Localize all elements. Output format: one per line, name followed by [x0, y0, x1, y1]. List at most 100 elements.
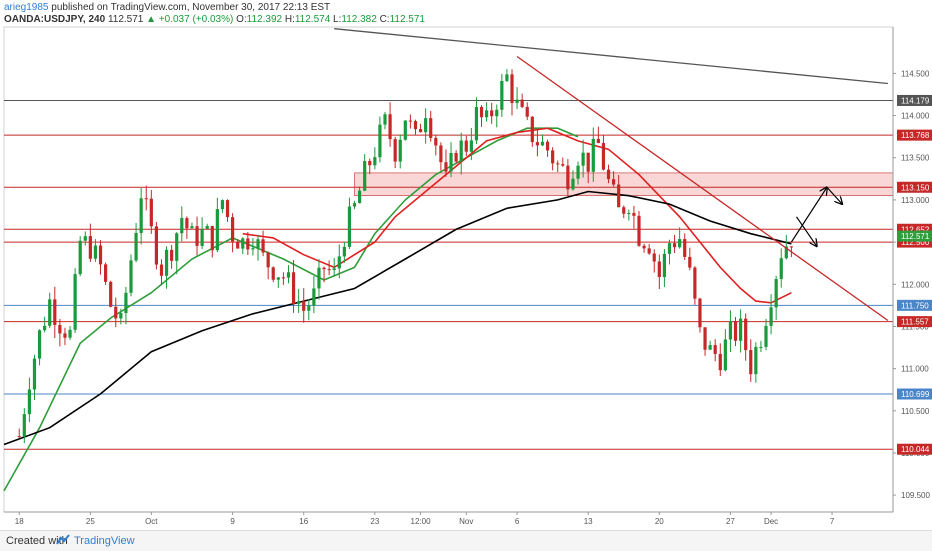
- candle-body: [464, 140, 468, 152]
- price-tick-label: 114.000: [901, 112, 930, 121]
- candle-body: [352, 203, 357, 207]
- candle-body: [48, 299, 52, 326]
- candle-body: [73, 274, 77, 330]
- candle-body: [459, 140, 463, 162]
- price-tick-label: 114.500: [901, 69, 930, 78]
- candle-body: [363, 161, 367, 191]
- plot-frame: [3, 26, 894, 513]
- trendlines[interactable]: [334, 28, 889, 322]
- candle-body: [723, 339, 727, 371]
- candle-body: [93, 245, 98, 259]
- ma-line: [3, 190, 792, 446]
- candle-body: [693, 267, 697, 299]
- candle-body: [662, 253, 666, 278]
- projection-arrows[interactable]: [790, 186, 842, 247]
- level-badge: [897, 236, 932, 248]
- candle-body: [200, 228, 204, 246]
- tradingview-logo-icon: [56, 534, 70, 545]
- candle-body: [378, 124, 382, 158]
- candle-body: [581, 152, 585, 166]
- candle-body: [408, 120, 412, 122]
- candle-body: [236, 241, 240, 249]
- candle-body: [124, 292, 128, 313]
- candle-body: [332, 268, 336, 270]
- candle-body: [83, 236, 87, 241]
- candle-body: [525, 106, 529, 117]
- candle-body: [276, 277, 280, 280]
- candle-body: [383, 114, 387, 125]
- candle-body: [606, 169, 611, 180]
- candle-body: [622, 207, 626, 214]
- candle-body: [429, 118, 433, 138]
- projection-arrow[interactable]: [795, 216, 816, 247]
- price-tick-label: 110.500: [901, 407, 930, 416]
- author-link[interactable]: arieg1985: [4, 2, 49, 13]
- candle-body: [739, 318, 743, 341]
- candle-body: [424, 118, 428, 133]
- time-tick-label: 12:00: [411, 517, 432, 526]
- candle-body: [479, 106, 484, 118]
- candle-body: [215, 209, 219, 251]
- level-badge: [897, 129, 932, 141]
- candle-body: [231, 217, 235, 242]
- candle-body: [368, 161, 372, 166]
- high-label: H:: [284, 14, 295, 25]
- candle-body: [759, 346, 763, 348]
- candle-body: [637, 215, 641, 246]
- candle-body: [78, 240, 82, 275]
- candle-body: [454, 153, 458, 162]
- candle-body: [698, 298, 702, 328]
- candle-body: [195, 226, 199, 246]
- footer-bar: Created with TradingView: [0, 530, 932, 551]
- candle-body: [520, 99, 524, 107]
- tradingview-link[interactable]: TradingView: [74, 535, 135, 547]
- level-badge: [897, 181, 932, 193]
- low-label: L:: [333, 14, 342, 25]
- candle-body: [154, 226, 158, 265]
- level-badge-label: 112.652: [901, 225, 930, 234]
- candle-body: [545, 141, 550, 151]
- time-axis[interactable]: 18 25 Oct 9 16 23 12:00 Nov 6 13 20 27 Dec 7: [4, 511, 893, 526]
- price-tick-label: 109.500: [901, 491, 930, 500]
- candle-body: [63, 333, 67, 338]
- candle-body: [205, 226, 209, 229]
- candle-body: [27, 389, 31, 415]
- candle-body: [17, 436, 21, 438]
- candle-body: [718, 353, 722, 371]
- chart-header: arieg1985 published on TradingView.com, …: [0, 0, 932, 26]
- candle-body: [657, 261, 661, 278]
- open-value: 112.392: [246, 14, 283, 25]
- candle-body: [185, 218, 189, 229]
- candle-body: [728, 321, 733, 340]
- price-tick-label: 112.000: [901, 280, 930, 289]
- price-tick-label: 113.000: [901, 196, 930, 205]
- time-tick-label: Oct: [145, 517, 158, 526]
- candles: [17, 69, 793, 444]
- candle-body: [337, 256, 341, 269]
- last-price-badge: [897, 230, 932, 242]
- candle-body: [317, 267, 321, 289]
- candle-body: [647, 248, 651, 254]
- candle-body: [398, 139, 402, 162]
- candle-body: [37, 330, 42, 359]
- trendline[interactable]: [516, 55, 889, 322]
- candle-body: [256, 239, 260, 249]
- candle-body: [627, 212, 631, 214]
- time-tick-label: Dec: [764, 517, 778, 526]
- level-badge: [897, 388, 932, 400]
- trendline[interactable]: [334, 28, 888, 85]
- level-badge-label: 113.768: [901, 131, 930, 140]
- up-arrow-icon: ▲: [146, 14, 157, 25]
- candle-body: [144, 198, 148, 200]
- candle-body: [22, 414, 26, 437]
- time-tick-label: 7: [830, 517, 835, 526]
- candle-body: [744, 318, 748, 351]
- projection-arrow[interactable]: [790, 187, 827, 243]
- candle-body: [261, 239, 265, 253]
- candle-body: [713, 345, 717, 354]
- projection-arrow[interactable]: [826, 186, 842, 204]
- price-tick-label: 113.500: [901, 154, 930, 163]
- time-tick-label: 25: [86, 517, 95, 526]
- candle-body: [342, 246, 346, 257]
